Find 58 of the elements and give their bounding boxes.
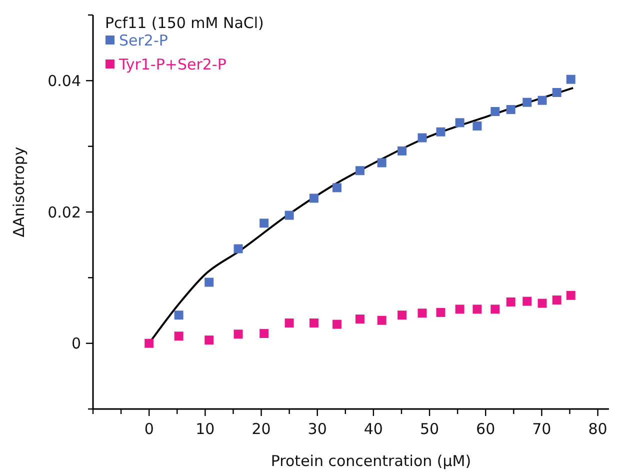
point	[260, 328, 269, 338]
x-tick-label: 80	[588, 420, 608, 438]
x-axis-title: Protein concentration (µM)	[270, 452, 472, 470]
point	[418, 133, 427, 142]
point	[309, 194, 318, 203]
point	[234, 244, 243, 254]
point	[522, 296, 532, 306]
y-axis-title: ΔAnisotropy	[10, 146, 28, 238]
point	[506, 105, 516, 114]
point	[472, 304, 482, 314]
x-tick-label: 60	[476, 420, 496, 438]
y-tick-label: 0.02	[48, 203, 81, 222]
point	[455, 118, 464, 128]
point	[332, 183, 342, 192]
x-tick-label: 0	[144, 420, 154, 438]
point	[472, 121, 482, 130]
point	[174, 332, 184, 341]
point	[538, 96, 547, 105]
y-tick-label: 0	[71, 334, 81, 353]
point	[566, 290, 576, 300]
point	[506, 297, 516, 306]
y-tick-label: 0.04	[48, 72, 81, 90]
x-tick-label: 20	[252, 420, 271, 438]
point	[538, 298, 547, 308]
point	[455, 304, 464, 314]
point	[355, 166, 364, 176]
point	[204, 278, 214, 287]
point	[309, 318, 318, 328]
point	[284, 210, 294, 220]
point	[436, 127, 446, 136]
point	[566, 74, 576, 84]
legend-label: Ser2-P	[119, 31, 168, 50]
point	[144, 338, 154, 348]
point	[490, 304, 500, 314]
point	[204, 336, 214, 345]
point	[260, 218, 269, 228]
point	[398, 146, 407, 156]
x-tick-label: 70	[532, 420, 552, 438]
point	[174, 310, 184, 320]
point	[284, 318, 294, 328]
legend-label: Tyr1-P+Ser2-P	[118, 55, 226, 74]
chart-title: Pcf11 (150 mM NaCl)	[105, 14, 264, 32]
point	[552, 88, 562, 97]
point	[398, 310, 407, 320]
x-tick-label: 10	[196, 420, 215, 438]
x-tick-label: 50	[420, 420, 440, 438]
point	[418, 308, 427, 318]
point	[436, 308, 446, 317]
point	[234, 330, 243, 339]
x-tick-label: 40	[364, 420, 383, 438]
point	[355, 314, 364, 324]
point	[377, 158, 386, 168]
point	[552, 295, 562, 304]
point	[332, 320, 342, 329]
point	[490, 107, 500, 116]
point	[522, 98, 532, 107]
point	[377, 316, 386, 325]
x-tick-label: 30	[308, 420, 327, 438]
